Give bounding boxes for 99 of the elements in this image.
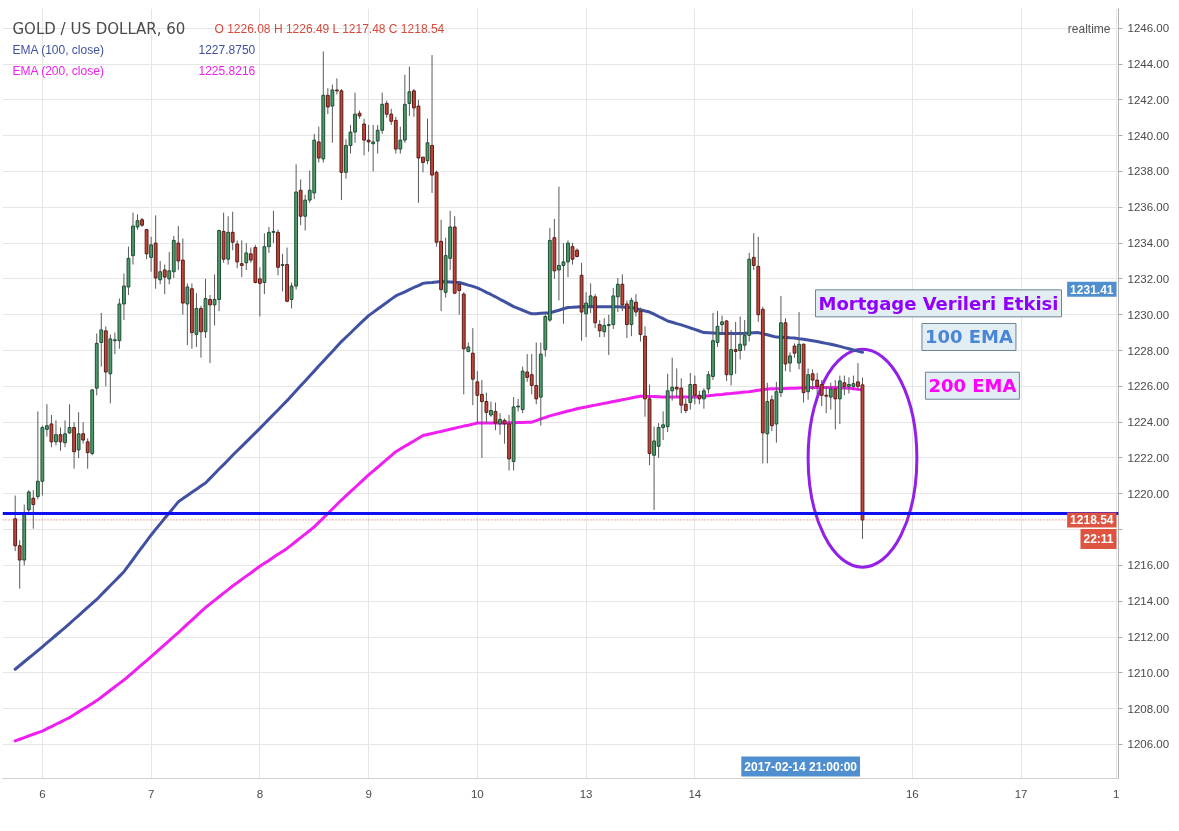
candlestick: [54, 419, 58, 446]
y-tick-label: 1232.00: [1127, 272, 1170, 285]
candlestick: [557, 186, 561, 301]
candlestick: [847, 376, 851, 394]
candlestick: [837, 375, 842, 425]
candlestick: [479, 379, 484, 459]
candlestick: [833, 379, 838, 430]
x-tick-label: 16: [905, 787, 919, 800]
candlestick: [788, 351, 792, 373]
candlestick: [303, 194, 308, 232]
y-tick-label: 1210.00: [1127, 666, 1170, 679]
annotation: 2017-02-14 21:00:00: [744, 759, 858, 774]
x-tick-label: 1: [1113, 787, 1120, 800]
y-tick-label: 1222.00: [1127, 451, 1170, 464]
x-tick-label: 9: [365, 787, 372, 800]
candlestick: [806, 367, 811, 401]
candlestick: [158, 260, 163, 285]
candlestick: [824, 385, 829, 414]
y-tick-label: 1236.00: [1127, 201, 1170, 214]
candlestick: [31, 489, 36, 530]
candlestick: [819, 379, 824, 407]
candlestick: [810, 368, 815, 391]
candlestick: [751, 232, 756, 271]
y-tick-label: 1226.00: [1127, 380, 1170, 393]
annotation: realtime: [1067, 21, 1111, 36]
y-tick-label: 1240.00: [1127, 129, 1170, 142]
x-tick-label: 7: [147, 787, 155, 800]
candlestick: [475, 370, 480, 424]
ref-line-label: 1218.54: [1070, 513, 1114, 528]
annotation: 1225.8216: [198, 64, 256, 78]
candlestick: [99, 312, 104, 368]
y-tick-label: 1234.00: [1127, 237, 1170, 250]
candlestick: [489, 401, 493, 418]
candlestick: [58, 427, 63, 452]
candlestick: [199, 305, 203, 359]
annotation: Mortgage Verileri Etkisi: [818, 292, 1059, 314]
candlestick: [230, 211, 235, 251]
candlestick: [185, 282, 190, 346]
candlestick: [81, 421, 86, 445]
x-tick-label: 8: [256, 787, 264, 800]
candlestick: [584, 291, 589, 338]
candlestick: [738, 316, 743, 360]
candlestick: [733, 321, 738, 375]
y-tick-label: 1208.00: [1127, 702, 1170, 715]
y-tick-label: 1206.00: [1127, 738, 1170, 751]
candlestick: [534, 341, 539, 405]
annotation: 1231.41: [1070, 282, 1114, 297]
y-tick-label: 1244.00: [1127, 58, 1170, 71]
candlestick: [588, 282, 593, 314]
candlestick: [26, 489, 31, 514]
candlestick: [679, 377, 684, 414]
candlestick: [85, 437, 90, 470]
candlestick: [797, 311, 801, 370]
annotation: 200 EMA: [928, 375, 1017, 397]
candlestick: [330, 84, 335, 144]
candlestick: [525, 353, 530, 383]
y-tick-label: 1238.00: [1127, 165, 1170, 178]
candlestick: [280, 253, 285, 292]
candlestick: [162, 264, 167, 295]
candlestick: [239, 239, 244, 278]
candlestick: [316, 126, 321, 163]
x-tick-label: 13: [579, 787, 593, 800]
candlestick: [76, 411, 81, 459]
annotation: 22:11: [1083, 531, 1114, 546]
candlestick: [570, 242, 575, 266]
y-tick-label: 1242.00: [1127, 93, 1170, 106]
text: EMA (200, close): [12, 63, 104, 78]
y-tick-label: 1214.00: [1127, 595, 1170, 608]
candlestick: [235, 239, 240, 269]
candlestick: [498, 412, 502, 436]
y-tick-label: 1216.00: [1127, 559, 1170, 572]
text: GOLD / US DOLLAR, 60: [12, 19, 186, 38]
candlestick: [244, 242, 249, 271]
candlestick: [325, 87, 330, 115]
text: EMA (100, close): [12, 42, 104, 57]
candlestick: [815, 372, 820, 396]
annotation: 1227.8750: [198, 43, 256, 57]
y-tick-label: 1230.00: [1127, 308, 1170, 321]
x-tick-label: 6: [39, 787, 46, 800]
candlestick: [35, 410, 40, 500]
y-tick-label: 1212.00: [1127, 631, 1170, 644]
candlestick: [602, 317, 607, 338]
candlestick: [149, 236, 154, 273]
y-tick-label: 1220.00: [1127, 487, 1170, 500]
candlestick: [842, 375, 847, 396]
x-tick-label: 17: [1014, 787, 1028, 800]
x-tick-label: 10: [470, 787, 484, 800]
candlestick: [493, 401, 498, 431]
y-tick-label: 1224.00: [1127, 416, 1170, 429]
candlestick: [208, 294, 212, 364]
annotation: 100 EMA: [924, 326, 1014, 348]
candlestick: [828, 382, 833, 411]
y-tick-label: 1246.00: [1127, 22, 1170, 35]
text: O 1226.08 H 1226.49 L 1217.48 C 1218.54: [214, 21, 445, 36]
candlestick: [371, 124, 376, 172]
x-tick-label: 14: [688, 787, 702, 800]
candlestick: [688, 372, 693, 411]
y-tick-label: 1228.00: [1127, 344, 1170, 357]
candlestick: [692, 375, 697, 405]
